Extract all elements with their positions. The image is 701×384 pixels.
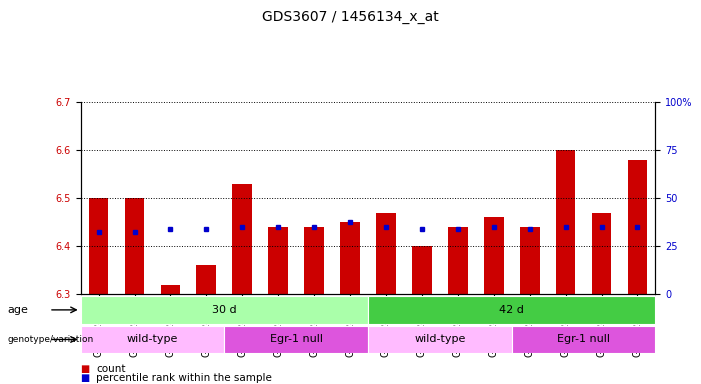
Bar: [196, 265, 216, 294]
Bar: [368, 326, 512, 353]
Bar: [368, 296, 655, 324]
Bar: [448, 227, 468, 294]
Bar: [520, 227, 540, 294]
Bar: [268, 227, 288, 294]
Text: ■: ■: [81, 373, 90, 383]
Text: percentile rank within the sample: percentile rank within the sample: [96, 373, 272, 383]
Text: age: age: [7, 305, 28, 315]
Bar: [376, 213, 396, 294]
Bar: [412, 246, 432, 294]
Bar: [556, 150, 576, 294]
Text: GDS3607 / 1456134_x_at: GDS3607 / 1456134_x_at: [262, 10, 439, 23]
Bar: [627, 160, 647, 294]
Text: genotype/variation: genotype/variation: [7, 335, 93, 344]
Bar: [125, 198, 144, 294]
Text: count: count: [96, 364, 125, 374]
Bar: [512, 326, 655, 353]
Bar: [484, 217, 503, 294]
Text: Egr-1 null: Egr-1 null: [270, 334, 322, 344]
Bar: [89, 198, 109, 294]
Bar: [81, 326, 224, 353]
Text: wild-type: wild-type: [414, 334, 465, 344]
Bar: [81, 296, 368, 324]
Bar: [592, 213, 611, 294]
Text: 42 d: 42 d: [499, 305, 524, 315]
Text: ■: ■: [81, 364, 90, 374]
Bar: [224, 326, 368, 353]
Text: Egr-1 null: Egr-1 null: [557, 334, 610, 344]
Bar: [340, 222, 360, 294]
Bar: [233, 184, 252, 294]
Text: wild-type: wild-type: [127, 334, 178, 344]
Bar: [161, 285, 180, 294]
Text: 30 d: 30 d: [212, 305, 237, 315]
Bar: [304, 227, 324, 294]
